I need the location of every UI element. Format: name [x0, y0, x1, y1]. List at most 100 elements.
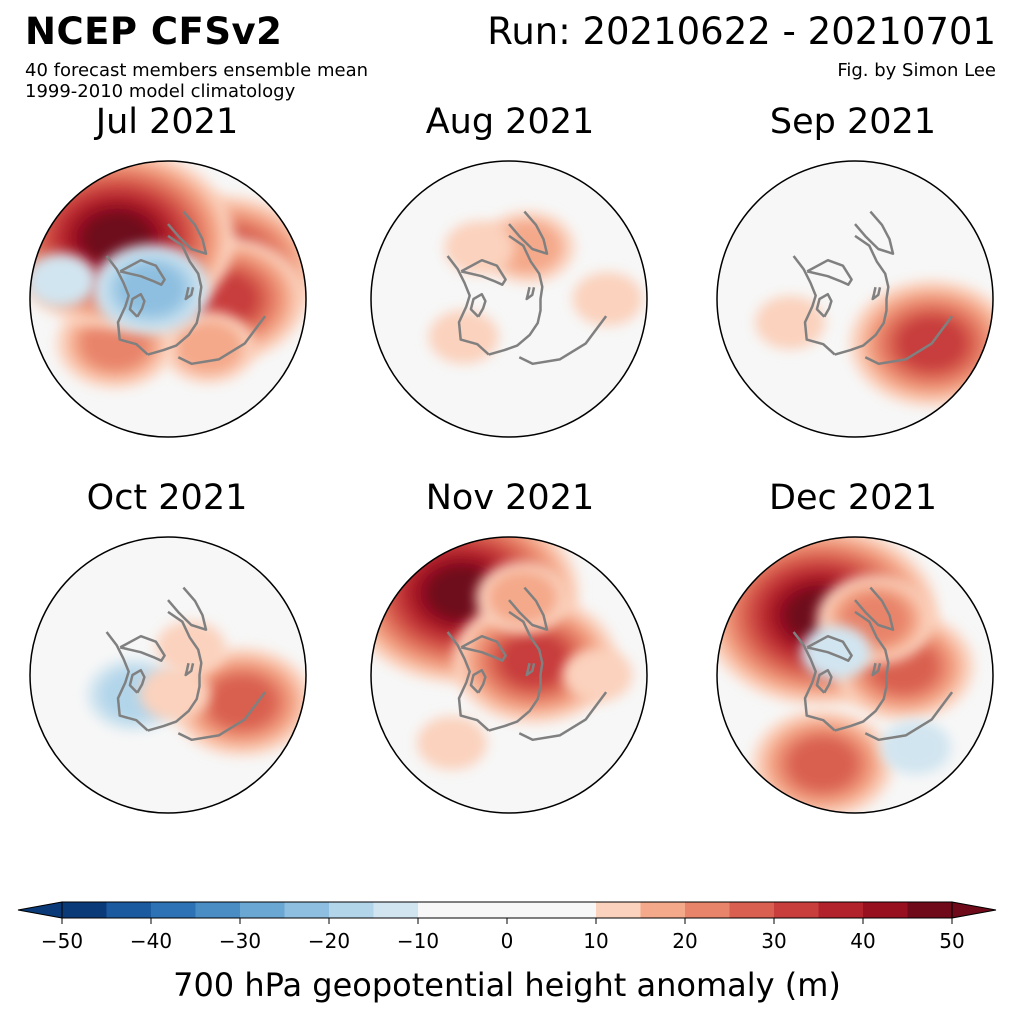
coastline	[446, 255, 490, 356]
coastline	[815, 668, 833, 694]
coastline	[184, 286, 195, 301]
colorbar-segment	[284, 902, 330, 918]
colorbar-segment	[151, 902, 196, 918]
coastline	[105, 631, 149, 732]
coastline	[815, 292, 833, 318]
anomaly-contour	[173, 320, 244, 375]
map-panel-sep	[716, 160, 994, 438]
anomaly-blob	[880, 720, 951, 775]
coastline	[871, 286, 882, 301]
anomaly-blob	[475, 561, 570, 634]
panel-title-nov: Nov 2021	[425, 478, 595, 518]
coastline	[834, 610, 890, 732]
coastline	[167, 586, 208, 631]
coastline	[518, 315, 608, 366]
figure-title: NCEP CFSv2	[25, 10, 283, 53]
anomaly-contour	[492, 220, 563, 275]
coastline	[792, 255, 836, 356]
colorbar-segment	[729, 902, 775, 918]
coastline	[864, 691, 954, 742]
anomaly-contour	[787, 736, 858, 791]
colorbar-segment	[195, 902, 241, 918]
coastline	[792, 631, 836, 732]
coastline	[446, 631, 490, 732]
colorbar-segment	[329, 902, 374, 918]
colorbar-segment	[863, 902, 908, 918]
colorbar-segment	[62, 902, 107, 918]
anomaly-contour	[428, 310, 499, 365]
map-boundary	[716, 536, 994, 814]
colorbar-label: 700 hPa geopotential height anomaly (m)	[173, 966, 841, 1004]
anomaly-contour	[207, 674, 278, 729]
coastline	[177, 691, 267, 742]
colorbar-tick-label: 30	[761, 929, 786, 953]
run-dates: Run: 20210622 - 20210701	[487, 10, 996, 53]
anomaly-blob	[416, 715, 488, 770]
anomaly-contour	[155, 620, 226, 675]
colorbar-segment	[774, 902, 819, 918]
anomaly-blob	[161, 311, 256, 384]
coastline	[128, 292, 146, 318]
colorbar-tick-label: 0	[501, 929, 514, 953]
coastline	[460, 258, 507, 286]
anomaly-contour	[880, 720, 951, 775]
coastline	[119, 258, 166, 286]
colorbar-extend-low	[17, 901, 63, 919]
coastline	[806, 634, 853, 662]
map-boundary	[716, 160, 994, 438]
colorbar-segment	[907, 902, 953, 918]
colorbar-segment	[418, 902, 597, 918]
anomaly-contour	[444, 220, 515, 275]
colorbar-segment	[640, 902, 686, 918]
coastline	[525, 662, 536, 677]
anomaly-contour	[572, 272, 643, 326]
coastline	[488, 234, 544, 356]
anomaly-blob	[752, 709, 893, 813]
panel-title-dec: Dec 2021	[769, 478, 937, 518]
anomaly-contour	[416, 715, 488, 770]
map-panel-dec	[716, 536, 994, 814]
colorbar-tick-label: −40	[130, 929, 172, 953]
colorbar-segment	[685, 902, 730, 918]
coastline	[518, 691, 608, 742]
panel-title-aug: Aug 2021	[425, 102, 595, 142]
map-panel-oct	[29, 536, 307, 814]
colorbar: −50 −40 −30 −20 −10 0 10 20 30 40 50	[17, 901, 997, 953]
colorbar-segment	[106, 902, 152, 918]
colorbar-tick-label: 50	[939, 929, 964, 953]
anomaly-blob	[444, 220, 515, 275]
colorbar-tick-label: −10	[397, 929, 439, 953]
panel-title-sep: Sep 2021	[769, 102, 937, 142]
coastline	[864, 315, 954, 366]
map-boundary	[29, 536, 307, 814]
coastline	[469, 668, 487, 694]
map-panel-nov	[370, 536, 648, 814]
coastline	[177, 315, 267, 366]
coastline	[128, 668, 146, 694]
coastline	[508, 210, 549, 255]
coastline	[184, 662, 195, 677]
colorbar-extend-high	[951, 901, 997, 919]
panel-title-oct: Oct 2021	[86, 478, 248, 518]
panel-title-jul: Jul 2021	[95, 102, 239, 142]
anomaly-blob	[755, 295, 826, 350]
coastline	[871, 662, 882, 677]
coastline	[167, 210, 208, 255]
figure-credit: Fig. by Simon Lee	[837, 60, 996, 81]
map-background	[371, 161, 647, 437]
anomaly-blob	[30, 253, 97, 308]
coastline	[854, 210, 895, 255]
colorbar-tick-label: −50	[41, 929, 83, 953]
anomaly-blob	[562, 648, 633, 702]
colorbar-segment	[240, 902, 285, 918]
coastline	[147, 234, 203, 356]
coastline	[834, 234, 890, 356]
coastline	[854, 586, 895, 631]
climatology-subtitle: 1999-2010 model climatology	[25, 81, 296, 102]
coastline	[525, 286, 536, 301]
anomaly-contour	[30, 253, 97, 308]
coastline	[508, 586, 549, 631]
coastline	[469, 292, 487, 318]
map-boundary	[370, 536, 648, 814]
anomaly-blob	[428, 310, 499, 365]
